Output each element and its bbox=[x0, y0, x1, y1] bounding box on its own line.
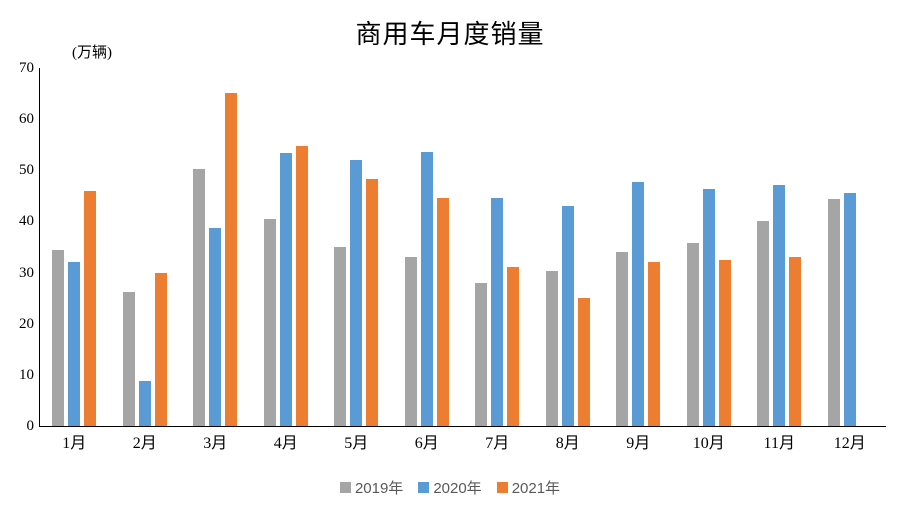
x-tick-label: 7月 bbox=[485, 435, 510, 452]
bar-series1-month6 bbox=[404, 257, 417, 426]
bar-series2-month8 bbox=[561, 205, 574, 426]
x-tick-label: 1月 bbox=[62, 435, 87, 452]
x-tick-label: 4月 bbox=[273, 435, 298, 452]
bar-series1-month12 bbox=[827, 199, 840, 426]
bar-series1-month3 bbox=[193, 169, 206, 426]
y-tick-label: 50 bbox=[19, 162, 34, 179]
y-tick-label: 70 bbox=[19, 60, 34, 76]
bar-series2-month7 bbox=[491, 198, 504, 426]
y-tick-label: 20 bbox=[19, 315, 34, 332]
bar-series3-month6 bbox=[436, 197, 449, 426]
bar-series1-month1 bbox=[52, 249, 65, 426]
bar-series3-month10 bbox=[718, 259, 731, 426]
bar-series1-month9 bbox=[616, 252, 629, 426]
bar-series3-month4 bbox=[295, 145, 308, 426]
y-axis-unit-label: (万辆) bbox=[72, 45, 112, 61]
bar-series1-month2 bbox=[122, 292, 135, 426]
x-tick-label: 11月 bbox=[763, 435, 795, 452]
x-tick-label: 8月 bbox=[555, 435, 580, 452]
bar-series3-month7 bbox=[507, 266, 520, 426]
bar-series3-month9 bbox=[648, 262, 661, 426]
bar-series3-month11 bbox=[789, 257, 802, 426]
x-tick-label: 3月 bbox=[203, 435, 228, 452]
x-tick-label: 2月 bbox=[132, 435, 157, 452]
bar-series3-month5 bbox=[366, 179, 379, 426]
legend: 2019年 2020年 2021年 bbox=[0, 477, 900, 498]
bar-series2-month4 bbox=[279, 153, 292, 426]
x-tick-label: 6月 bbox=[414, 435, 439, 452]
bar-series2-month10 bbox=[702, 189, 715, 426]
bar-series1-month4 bbox=[263, 218, 276, 426]
bar-series2-month12 bbox=[843, 193, 856, 426]
x-tick-label: 5月 bbox=[344, 435, 369, 452]
legend-item-1: 2019年 bbox=[339, 477, 404, 498]
bar-series2-month9 bbox=[632, 182, 645, 426]
y-tick-label: 30 bbox=[19, 264, 34, 281]
legend-item-3: 2021年 bbox=[496, 477, 561, 498]
bar-series3-month1 bbox=[84, 190, 97, 426]
chart-title: 商用车月度销量 bbox=[355, 20, 545, 49]
x-tick-label: 10月 bbox=[692, 435, 725, 452]
legend-item-2: 2020年 bbox=[418, 477, 482, 498]
legend-label: 2019年 bbox=[354, 480, 404, 497]
y-axis-line bbox=[39, 68, 40, 426]
bar-series2-month11 bbox=[773, 185, 786, 426]
legend-swatch-icon bbox=[339, 482, 351, 493]
bar-series1-month11 bbox=[757, 221, 770, 426]
bar-series3-month2 bbox=[154, 273, 167, 426]
legend-swatch-icon bbox=[418, 482, 430, 493]
bar-series3-month8 bbox=[577, 298, 590, 426]
bar-series2-month5 bbox=[350, 159, 363, 426]
y-tick-label: 40 bbox=[19, 213, 34, 230]
bar-series2-month3 bbox=[209, 227, 222, 426]
bar-series2-month1 bbox=[68, 262, 81, 426]
bar-series2-month2 bbox=[138, 380, 151, 426]
bar-series2-month6 bbox=[420, 151, 433, 426]
x-axis-line bbox=[39, 426, 886, 427]
bar-series1-month7 bbox=[475, 282, 488, 426]
x-tick-label: 9月 bbox=[626, 435, 651, 452]
x-tick-label: 12月 bbox=[833, 435, 866, 452]
y-tick-label: 10 bbox=[19, 366, 34, 383]
bar-series3-month3 bbox=[225, 93, 238, 426]
legend-label: 2021年 bbox=[511, 480, 561, 497]
bar-series1-month10 bbox=[686, 243, 699, 426]
bar-series1-month8 bbox=[545, 271, 558, 426]
bar-series1-month5 bbox=[334, 247, 347, 426]
legend-label: 2020年 bbox=[433, 480, 482, 497]
legend-swatch-icon bbox=[496, 482, 508, 493]
y-tick-label: 0 bbox=[26, 418, 35, 434]
y-tick-label: 60 bbox=[19, 111, 34, 128]
